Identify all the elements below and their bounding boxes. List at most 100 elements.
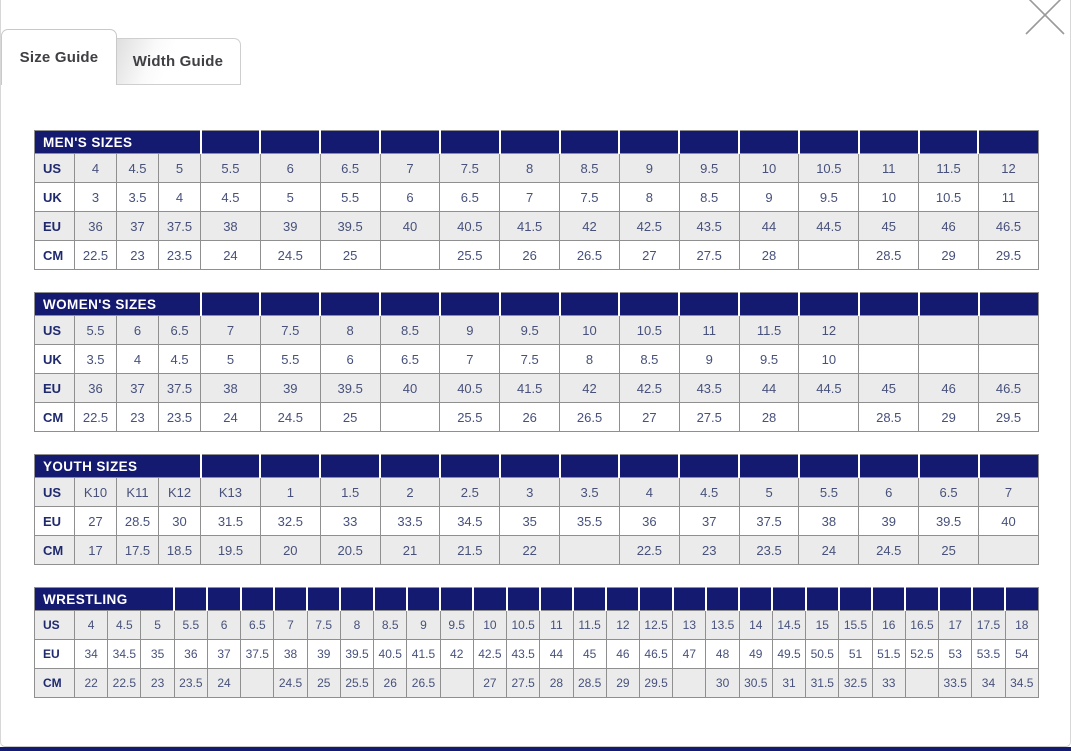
row-label: CM: [34, 402, 75, 432]
size-cell: 8.5: [373, 610, 408, 640]
header-spacer-cell: [379, 292, 441, 316]
size-cell: 37.5: [158, 211, 201, 241]
header-spacer-cell: [199, 292, 261, 316]
header-spacer-cell: [319, 292, 381, 316]
header-spacer-cell: [505, 587, 541, 611]
header-spacer-cell: [738, 454, 800, 478]
tab-bar: Size Guide Width Guide: [1, 29, 241, 85]
header-spacer-cell: [558, 292, 620, 316]
size-cell: 39: [259, 373, 321, 403]
size-cell: [918, 315, 980, 345]
size-cell: 29.5: [978, 402, 1039, 432]
size-cell: 48: [705, 639, 740, 669]
size-cell: 39: [858, 506, 920, 536]
size-cell: 11: [678, 315, 740, 345]
header-spacer-cell: [498, 292, 561, 316]
size-cell: 32.5: [838, 668, 873, 698]
size-cell: 27: [472, 668, 508, 698]
size-cell: 17: [938, 610, 973, 640]
header-spacer-cell: [1004, 587, 1040, 611]
size-cell: 11.5: [572, 610, 607, 640]
size-cell: 16.5: [904, 610, 940, 640]
header-spacer-cell: [618, 292, 680, 316]
close-button[interactable]: [1022, 0, 1068, 38]
size-cell: 6: [206, 610, 242, 640]
size-cell: 12: [977, 153, 1040, 183]
size-cell: 9.5: [798, 182, 860, 212]
size-cell: 28.5: [572, 668, 607, 698]
header-spacer-cell: [904, 587, 940, 611]
size-cell: 41.5: [406, 639, 441, 669]
size-cell: K13: [200, 477, 261, 507]
size-cell: 2.5: [439, 477, 501, 507]
header-spacer-cell: [239, 587, 275, 611]
tab-width-guide[interactable]: Width Guide: [116, 38, 241, 85]
size-row-uk: UK 3.5 4 4.5 5 5.5 6 6.5 7 7.5 8 8.5 9 9.5 10: [34, 344, 1039, 374]
size-cell: 24: [798, 535, 860, 565]
size-cell: 5: [158, 153, 201, 183]
header-spacer-cell: [438, 454, 501, 478]
size-cell: 54: [1004, 639, 1040, 669]
size-cell: 10.5: [798, 153, 860, 183]
size-cell: 3.5: [74, 344, 117, 374]
header-spacer-cell: [857, 292, 920, 316]
size-cell: 6: [379, 182, 441, 212]
size-cell: 10: [858, 182, 920, 212]
size-cell: 5.5: [259, 344, 321, 374]
tab-size-guide[interactable]: Size Guide: [1, 29, 117, 85]
header-spacer-cell: [339, 587, 375, 611]
header-spacer-cell: [472, 587, 508, 611]
size-cell: 33: [871, 668, 906, 698]
size-cell: 27: [618, 402, 680, 432]
size-cell: 6: [116, 315, 159, 345]
size-cell: 24.5: [273, 668, 308, 698]
size-cell: 37.5: [738, 506, 800, 536]
row-label: EU: [34, 211, 75, 241]
size-cell: 46.5: [638, 639, 674, 669]
header-spacer-cell: [857, 454, 920, 478]
size-cell: 7: [379, 153, 441, 183]
size-cell: 7.5: [559, 182, 620, 212]
size-cell: 23: [678, 535, 740, 565]
size-cell: [978, 315, 1039, 345]
tab-size-guide-label: Size Guide: [19, 49, 99, 66]
size-cell: 28: [539, 668, 574, 698]
size-row-cm: CM 22.5 23 23.5 24 24.5 25 25.5 26 26.5 27 27.5 28 28…: [34, 240, 1040, 270]
size-cell: [798, 402, 860, 432]
size-cell: 3: [499, 477, 561, 507]
size-cell: 26: [373, 668, 408, 698]
size-cell: [379, 240, 441, 270]
row-label: CM: [34, 535, 75, 565]
header-spacer-cell: [970, 587, 1006, 611]
header-spacer-cell: [372, 587, 408, 611]
header-spacer-cell: [319, 454, 381, 478]
size-cell: 29: [605, 668, 640, 698]
size-cell: 53: [938, 639, 973, 669]
size-cell: 7: [978, 477, 1039, 507]
size-cell: 9.5: [678, 153, 740, 183]
header-spacer-cell: [871, 587, 906, 611]
size-cell: 23.5: [158, 240, 201, 270]
size-cell: 40.5: [373, 639, 408, 669]
size-cell: 7: [200, 315, 261, 345]
size-cell: 31.5: [200, 506, 261, 536]
size-cell: 42.5: [618, 211, 680, 241]
size-cell: 9: [618, 153, 680, 183]
size-cell: 18.5: [157, 535, 202, 565]
size-cell: 10: [798, 344, 860, 374]
size-cell: 44: [738, 373, 800, 403]
size-row-us: US 5.5 6 6.5 7 7.5 8 8.5 9 9.5 10 10.5 11 11.5 12: [34, 315, 1039, 345]
size-cell: 16: [871, 610, 906, 640]
size-cell: 22: [73, 668, 109, 698]
size-cell: 40: [379, 373, 441, 403]
size-cell: 43.5: [506, 639, 541, 669]
size-cell: 4.5: [200, 182, 261, 212]
header-spacer-cell: [558, 130, 620, 154]
size-cell: 22: [499, 535, 561, 565]
size-cell: 44: [738, 211, 800, 241]
size-cell: 37: [678, 506, 740, 536]
size-cell: 10.5: [506, 610, 541, 640]
header-spacer-cell: [917, 292, 980, 316]
size-cell: 6: [858, 477, 920, 507]
size-cell: 46: [605, 639, 640, 669]
